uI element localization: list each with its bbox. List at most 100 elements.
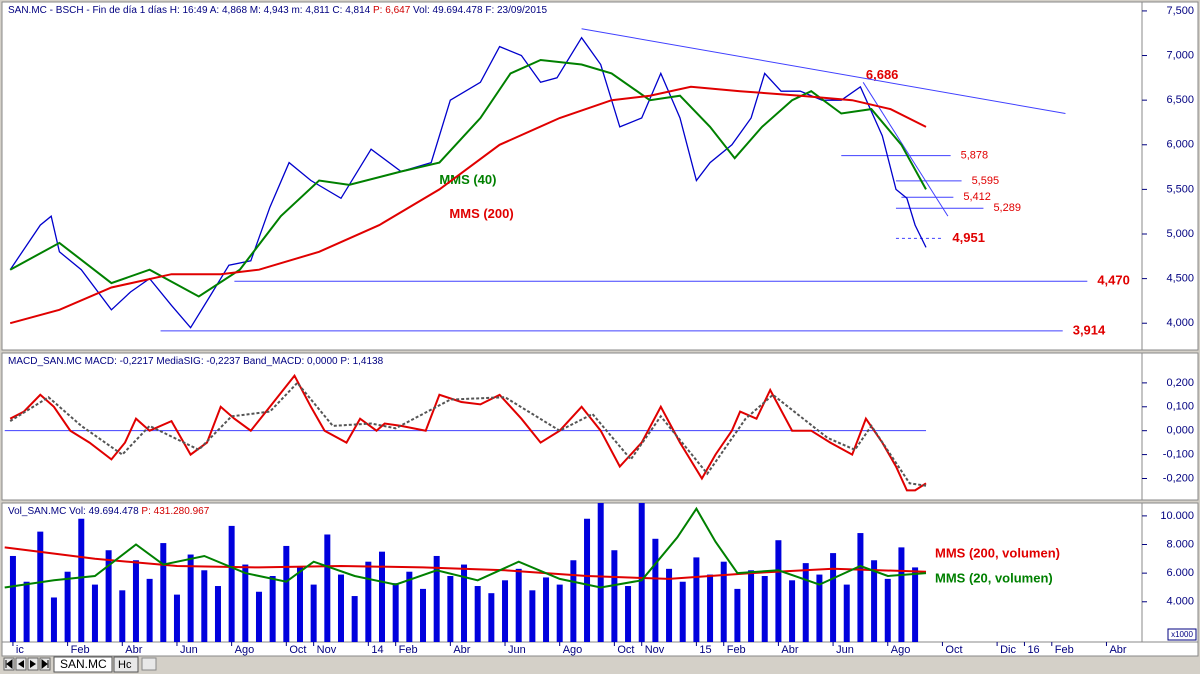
series-line [9,373,927,492]
volume-bar [269,576,276,642]
x-tick-label: Ago [891,644,911,656]
x-tick-label: Abr [1109,644,1126,656]
volume-bar [105,550,112,642]
volume-bar [50,597,57,642]
y-tick-label: 6.000 [1166,567,1194,579]
tab-label: SAN.MC [60,657,107,671]
x-tick-label: Oct [289,644,306,656]
volume-bar [474,586,481,642]
volume-bar [543,577,550,642]
volume-bar [91,584,98,642]
volume-bar [146,578,153,642]
volume-bar [761,576,768,642]
tab[interactable] [113,656,139,673]
volume-bar [871,560,878,642]
volume-bar [351,596,358,642]
volume-bar [173,594,180,642]
volume-bar [584,518,591,642]
x-tick-label: Feb [71,644,90,656]
volume-bar [433,555,440,642]
x-tick-label: Feb [727,644,746,656]
panel-header: MACD_SAN.MC MACD: -0,2217 MediaSIG: -0,2… [8,356,384,367]
volume-bar [816,574,823,642]
volume-bar [775,540,782,642]
volume-bar [625,586,632,642]
nav-buttons [3,657,51,671]
y-tick-label: 4.000 [1166,596,1194,608]
y-tick-label: 5,000 [1166,228,1194,240]
nav-first-icon [5,658,13,670]
x-tick-label: Abr [453,644,470,656]
x-tick-label: ic [16,644,24,656]
panel-header: SAN.MC - BSCH - Fin de día 1 días H: 16:… [8,5,547,16]
x-tick-label: Ago [563,644,583,656]
series-label: MMS (40) [439,172,496,187]
level-label: 4,470 [1097,273,1130,288]
x-tick-label: Feb [1055,644,1074,656]
volume-bar [652,538,659,642]
x-tick-label: Abr [781,644,798,656]
nav-last-icon [41,658,49,670]
macd-axis-panel [1141,352,1199,501]
header-part: MACD_SAN.MC MACD: -0,2217 MediaSIG: -0,2… [8,356,384,367]
y-tick-label: 0,200 [1166,377,1194,389]
volume-bar [37,531,44,642]
volume-bar [707,574,714,642]
y-tick-label: 0,000 [1166,425,1194,437]
series-line [4,506,927,589]
y-tick-label: 5,500 [1166,183,1194,195]
volume-bar [529,590,536,642]
volume-bar [296,567,303,642]
series-label: MMS (20, volumen) [935,570,1053,585]
volume-bar [379,551,385,642]
level-label: 5,412 [963,191,991,203]
volume-bar [666,568,673,642]
volume-bar [693,557,700,642]
y-tick-label: 7,500 [1166,5,1194,17]
volume-bar [830,553,837,642]
x-tick-label: 15 [699,644,711,656]
level-label: 4,951 [952,230,985,245]
series-line [9,381,927,487]
macd-panel [1,352,1143,501]
y-tick-label: -0,100 [1163,448,1194,460]
volume-bar [597,503,604,642]
y-tick-label: 4,500 [1166,273,1194,285]
x-tick-label: Jun [836,644,854,656]
unit-box [1167,628,1197,641]
volume-bar [78,518,85,642]
volume-bar [420,588,427,642]
volume-bar [392,583,399,642]
panel-header: Vol_SAN.MC Vol: 49.694.478 P: 431.280.96… [8,506,210,517]
volume-bar [679,581,686,642]
volume-bar [570,560,577,642]
x-tick-label: Oct [945,644,962,656]
y-tick-label: 6,000 [1166,139,1194,151]
volume-bar [720,561,727,642]
level-label: 3,914 [1073,322,1106,337]
x-tick-label: Jun [180,644,198,656]
y-tick-label: 10.000 [1160,510,1194,522]
scroll-button[interactable] [141,657,157,671]
volume-bar [638,503,645,642]
volume-bar [857,533,864,642]
volume-bar [132,560,139,642]
volume-bar [255,591,262,642]
header-part: Vol_SAN.MC Vol: 49.694.478 [8,506,141,517]
price-axis-panel [1141,1,1199,351]
x-tick-label: 14 [371,644,383,656]
volume-bar [187,554,194,642]
volume-bar [898,547,905,642]
volume-bar [337,574,344,642]
x-tick-label: Jun [508,644,526,656]
tab-active[interactable] [53,656,113,673]
x-tick-label: Feb [399,644,418,656]
volume-bar [324,534,331,642]
volume-bar [488,593,495,642]
volume-bar [64,571,71,642]
x-tick-label: 16 [1027,644,1039,656]
series-line [9,58,927,298]
volume-bar [789,580,796,642]
volume-bar [748,570,755,642]
